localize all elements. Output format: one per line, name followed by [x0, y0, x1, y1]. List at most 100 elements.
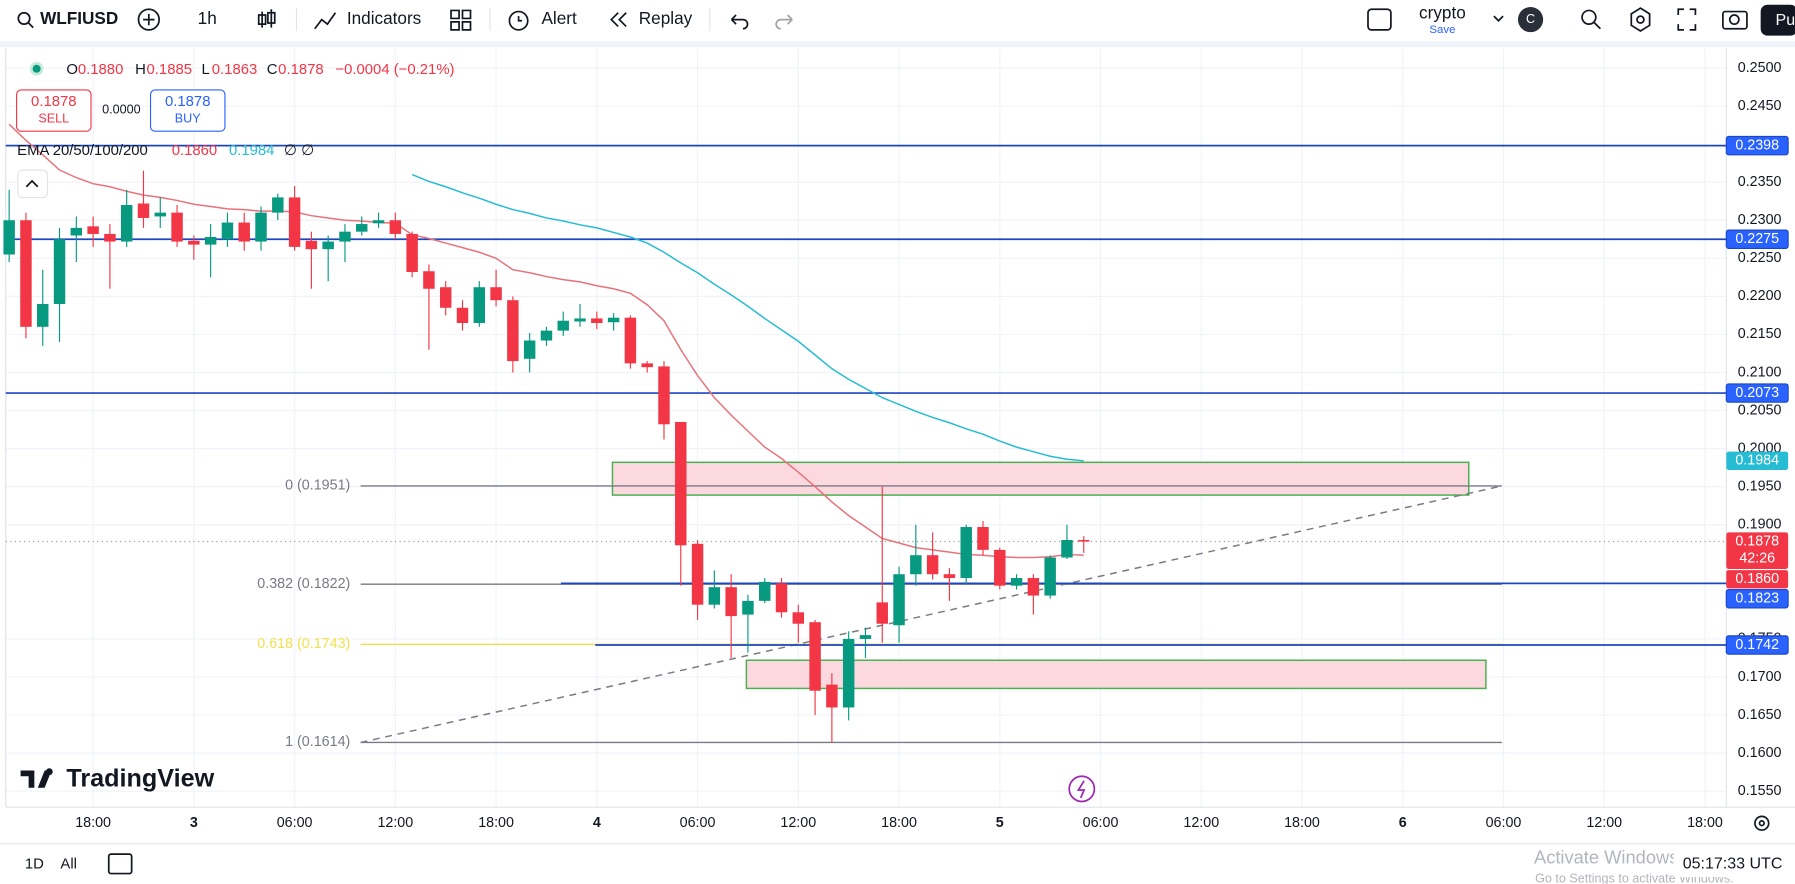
ema-price-label: 0.1860 — [1735, 571, 1779, 587]
layout-menu[interactable] — [1493, 15, 1504, 22]
sell-label: SELL — [38, 112, 69, 126]
candle-body — [624, 317, 637, 364]
candle-body — [20, 220, 32, 327]
x-tick-label: 5 — [996, 815, 1004, 831]
collapse-arrow — [25, 179, 39, 188]
alert-icon-hands — [517, 16, 523, 22]
chart-type-icon[interactable] — [257, 9, 276, 28]
collapse-legend[interactable] — [17, 169, 49, 199]
quick-search[interactable] — [1581, 9, 1597, 26]
date-range-icon[interactable] — [107, 853, 133, 875]
logo-mark — [20, 768, 53, 788]
y-tick-label: 0.1650 — [1738, 707, 1782, 723]
candle-body — [943, 574, 956, 579]
low-value: 0.1863 — [212, 62, 258, 78]
symbol[interactable]: WLFIUSD — [40, 8, 118, 28]
candle-body — [1010, 578, 1023, 586]
candle-body — [120, 205, 133, 242]
sell-button[interactable] — [16, 89, 92, 132]
x-tick-label: 18:00 — [75, 815, 111, 831]
undo[interactable] — [730, 14, 749, 30]
candle-body — [742, 600, 754, 615]
level-price-label: 0.1742 — [1735, 637, 1779, 653]
range-all[interactable]: All — [60, 856, 77, 872]
x-tick-label: 18:00 — [1284, 815, 1320, 831]
replay-icon[interactable] — [610, 12, 627, 28]
y-tick-label: 0.1950 — [1738, 478, 1782, 494]
ema-line — [8, 123, 1084, 559]
sell-price: 0.1878 — [31, 94, 77, 110]
y-tick-label: 0.2300 — [1738, 212, 1782, 228]
axis-settings[interactable] — [1754, 815, 1770, 831]
candle-body — [977, 527, 989, 550]
candle-body — [926, 555, 939, 575]
buy-price: 0.1878 — [165, 94, 211, 110]
candle-body — [725, 587, 737, 617]
candle-body — [1061, 539, 1073, 558]
indicators-icon[interactable] — [314, 12, 337, 30]
avatar-letter: C — [1526, 12, 1535, 26]
search-icon[interactable] — [17, 11, 31, 26]
settings[interactable] — [1630, 7, 1651, 33]
candle-body — [339, 231, 351, 242]
publish-button[interactable] — [1760, 4, 1795, 36]
layout-name[interactable]: crypto — [1419, 2, 1466, 22]
candle-body — [53, 239, 66, 304]
candle-body — [456, 307, 469, 324]
add-symbol[interactable] — [137, 8, 160, 31]
candle-body — [523, 340, 536, 359]
x-tick-label: 4 — [593, 815, 601, 831]
events-icon[interactable] — [1068, 775, 1096, 803]
redo[interactable] — [775, 14, 793, 30]
avatar[interactable] — [1517, 6, 1544, 33]
candle-body — [775, 583, 788, 613]
range-1d[interactable]: 1D — [25, 856, 44, 872]
fullscreen[interactable] — [1677, 8, 1697, 31]
quick-search-handle — [1592, 21, 1601, 30]
candle-body — [356, 224, 368, 232]
candle-body — [389, 220, 402, 234]
layout-icon[interactable] — [1367, 8, 1392, 31]
fib-trend-line — [360, 485, 1503, 744]
toolbar-bg — [0, 0, 1795, 42]
candle-body — [171, 212, 183, 242]
candle-body — [37, 303, 49, 327]
axis-settings-center — [1758, 820, 1765, 827]
high-label: H — [135, 62, 146, 78]
candle-body — [607, 317, 620, 323]
alert-button[interactable]: Alert — [541, 8, 577, 28]
alert-icon[interactable] — [508, 10, 529, 31]
candle-body — [591, 318, 603, 324]
indicators-button[interactable]: Indicators — [347, 8, 421, 28]
candle-body — [406, 233, 418, 273]
toolbar-separator — [0, 41, 1795, 48]
ema-price-box — [1726, 570, 1789, 589]
replay-button[interactable]: Replay — [639, 8, 693, 28]
level-price-box — [1725, 383, 1789, 403]
save-label[interactable]: Save — [1429, 24, 1455, 36]
plot-area — [5, 48, 1727, 808]
search-icon-handle — [28, 22, 34, 29]
x-tick-label: 12:00 — [377, 815, 413, 831]
buy-button[interactable] — [149, 89, 226, 132]
x-tick-label: 12:00 — [1586, 815, 1622, 831]
candle-body — [960, 527, 972, 579]
fib-label: 1 (0.1614) — [285, 734, 350, 750]
candle-body — [540, 330, 553, 341]
candle-body — [842, 638, 855, 708]
y-tick-label: 0.2200 — [1738, 288, 1782, 304]
candle-body — [658, 366, 670, 425]
toolbar: WLFIUSD 1h Indicators Alert Replay crypt… — [0, 0, 1795, 48]
y-tick-label: 0.1600 — [1738, 745, 1782, 761]
clock-bg — [1673, 851, 1795, 878]
change-value: −0.0004 (−0.21%) — [335, 62, 454, 78]
snapshot[interactable] — [1722, 10, 1748, 30]
interval[interactable]: 1h — [198, 8, 217, 28]
templates-icon[interactable] — [450, 9, 472, 31]
clock: 05:17:33 UTC — [1683, 855, 1783, 873]
y-tick-label: 0.2500 — [1738, 60, 1782, 76]
watermark: Activate Windows — [1534, 847, 1678, 868]
ema-label: EMA 20/50/100/200 — [17, 143, 148, 159]
buy-label: BUY — [175, 112, 201, 126]
